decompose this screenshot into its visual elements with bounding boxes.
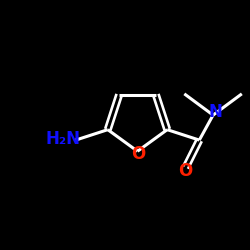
Text: N: N: [209, 103, 222, 121]
Text: H₂N: H₂N: [45, 130, 80, 148]
Text: O: O: [131, 145, 145, 163]
Text: O: O: [178, 162, 192, 180]
